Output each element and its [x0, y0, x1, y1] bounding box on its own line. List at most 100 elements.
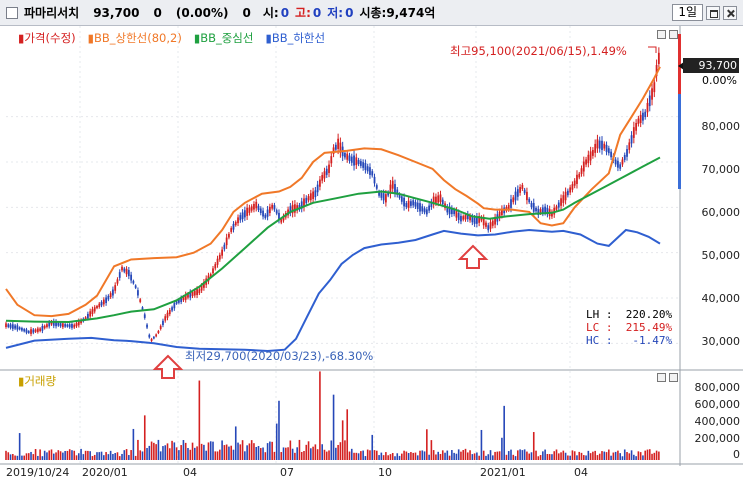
price-candle-body: [43, 325, 46, 329]
price-candle-body: [566, 190, 569, 196]
price-candle-body: [366, 166, 369, 172]
volume-legend: ▮거래량: [18, 374, 57, 388]
volume-bar: [66, 450, 69, 460]
volume-bar: [150, 441, 153, 460]
price-candle-body: [50, 321, 53, 325]
volume-bar: [230, 445, 233, 460]
volume-axis-label: 400,000: [694, 415, 741, 428]
volume-bar: [567, 455, 569, 460]
volume-bar: [503, 405, 505, 460]
price-candle-body: [510, 199, 512, 208]
price-candle-body: [576, 174, 578, 184]
price-candle-body: [96, 305, 98, 309]
price-candle-body: [232, 223, 235, 230]
volume-bar: [23, 455, 25, 460]
volume-bar: [52, 453, 55, 460]
volume-bar: [207, 442, 210, 460]
price-candle-body: [332, 147, 335, 154]
price-candle-body: [610, 151, 612, 158]
volume-bar: [307, 441, 310, 460]
price-candle-body: [32, 329, 35, 333]
axis-bar-blue: [678, 94, 681, 189]
price-candle-body: [257, 205, 260, 210]
time-axis-label: 04: [574, 466, 588, 479]
volume-bar: [105, 452, 107, 460]
price-candle-body: [642, 112, 644, 121]
volume-bar: [214, 451, 217, 460]
volume-bar: [517, 450, 519, 460]
price-candle-body: [255, 201, 258, 209]
volume-bar: [614, 451, 617, 460]
price-candle-body: [466, 213, 469, 220]
volume-panel-close-icon[interactable]: [669, 373, 678, 382]
volume-bar: [510, 449, 512, 460]
price-candle-body: [498, 211, 501, 219]
volume-bar: [357, 453, 360, 460]
price-candle-body: [187, 293, 189, 298]
volume-bar: [460, 451, 462, 460]
volume-bar: [594, 450, 596, 460]
volume-axis-label: 0: [733, 448, 740, 461]
price-candle-body: [11, 324, 14, 329]
period-selector[interactable]: 1일: [672, 4, 703, 21]
volume-axis-label: 600,000: [694, 398, 741, 411]
volume-bar: [46, 452, 48, 460]
volume-bar: [644, 450, 647, 460]
volume-bar: [482, 450, 485, 460]
volume-bar: [209, 441, 212, 460]
volume-bar: [642, 455, 644, 460]
price-candle-body: [487, 225, 490, 231]
time-axis-label: 2021/01: [480, 466, 526, 479]
price-candle-body: [551, 211, 553, 217]
price-candle-body: [77, 320, 80, 326]
volume-bar: [428, 454, 430, 460]
volume-bar: [21, 455, 23, 460]
price-candle-body: [557, 202, 560, 208]
price-candle-body: [319, 179, 321, 187]
volume-bar: [91, 456, 94, 460]
volume-bar: [253, 443, 255, 460]
price-candle-body: [648, 95, 651, 107]
price-candle-body: [171, 307, 173, 311]
volume-bar: [526, 451, 528, 460]
price-candle-body: [300, 201, 303, 209]
volume-bar: [114, 453, 116, 460]
volume-bar: [469, 450, 471, 460]
panel-close-icon[interactable]: [669, 30, 678, 39]
price-candle-body: [573, 180, 576, 186]
price-candle-body: [544, 206, 547, 213]
price-candle-body: [164, 316, 167, 321]
panel-minimize-icon[interactable]: [657, 30, 666, 39]
price-candle-body: [141, 307, 144, 310]
price-candle-body: [289, 206, 292, 213]
price-candle-body: [275, 210, 278, 214]
trade-volume: 0: [242, 5, 251, 20]
volume-panel-minimize-icon[interactable]: [657, 373, 666, 382]
volume-bar: [596, 455, 599, 460]
price-candle-body: [403, 197, 405, 207]
volume-bar: [330, 440, 333, 460]
price-change-pct: (0.00%): [175, 5, 229, 20]
stock-header: 파마리서치 93,700 0 (0.00%) 0 시: 0 고: 0 저: 0 …: [0, 0, 743, 26]
price-candle-body: [91, 309, 94, 315]
price-candle-body: [121, 266, 123, 271]
volume-bar: [432, 450, 435, 460]
volume-bar: [385, 452, 387, 460]
volume-bar: [371, 434, 374, 460]
volume-bar: [34, 448, 37, 460]
select-checkbox[interactable]: [6, 6, 18, 19]
price-candle-body: [293, 204, 296, 213]
price-candle-body: [132, 280, 135, 284]
volume-bar: [16, 455, 19, 460]
price-candle-body: [182, 296, 185, 301]
volume-bar: [291, 448, 294, 460]
volume-bar: [228, 446, 230, 460]
volume-bar: [448, 455, 451, 460]
volume-bar: [187, 447, 189, 460]
volume-bar: [457, 449, 460, 460]
price-candle-body: [546, 207, 549, 215]
restore-icon[interactable]: [706, 5, 720, 20]
volume-bar: [369, 450, 371, 460]
close-icon[interactable]: [723, 5, 737, 20]
volume-bar: [426, 429, 428, 460]
